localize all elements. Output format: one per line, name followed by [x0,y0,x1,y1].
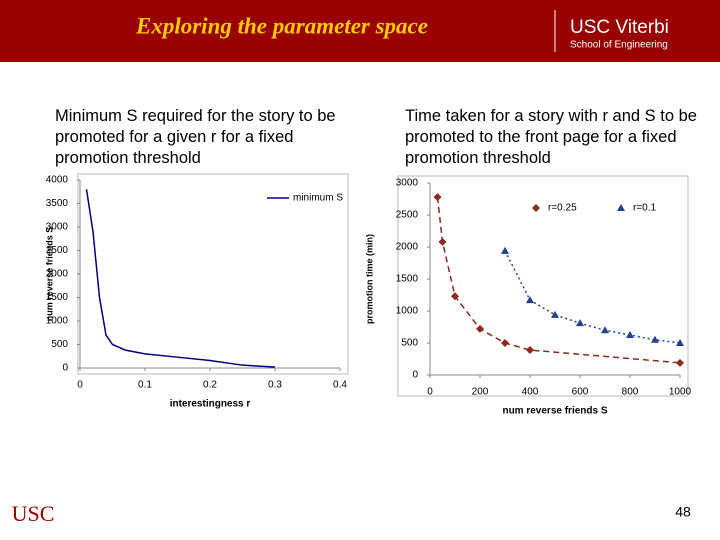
y-tick-label: 4000 [46,175,69,186]
header-bar [0,0,720,62]
data-point [676,339,684,346]
y-tick-label: 1000 [396,306,419,317]
data-point [501,339,509,347]
y-tick-label: 500 [51,339,68,350]
data-point [676,358,684,367]
y-tick-label: 0 [62,363,68,374]
data-point [438,237,447,246]
data-point [576,319,584,327]
y-tick-label: 0 [412,370,418,381]
y-tick-label: 1000 [46,316,69,327]
x-tick-label: 0.3 [268,380,282,391]
slide-title: Exploring the parameter space [135,13,428,38]
series-line [85,189,276,368]
data-point [501,246,509,254]
data-point [526,346,534,355]
legend-label: r=0.25 [548,203,577,214]
data-point [651,335,659,343]
x-tick-label: 0 [427,387,433,398]
chart-caption: Time taken for a story with r and S to b… [405,107,697,167]
legend-label: minimum S [293,193,343,204]
x-tick-label: 0.1 [138,380,152,391]
page-number: 48 [675,504,691,520]
data-point [551,310,559,318]
y-tick-label: 500 [401,338,418,349]
series-line [504,250,681,344]
data-point [626,331,634,338]
y-tick-label: 3000 [46,222,69,233]
x-axis-label: num reverse friends S [502,406,607,417]
x-tick-label: 200 [472,387,489,398]
y-tick-label: 2000 [396,242,419,253]
y-tick-label: 2500 [396,210,419,221]
y-axis-label: promotion time (min) [364,234,374,324]
y-tick-label: 1500 [396,274,419,285]
legend-marker [617,204,625,211]
data-point [451,292,459,301]
data-point [601,326,609,334]
legend-marker [532,204,540,212]
y-tick-label: 3500 [46,198,69,209]
x-tick-label: 0 [77,380,83,391]
logo-main: USC Viterbi [570,17,669,38]
x-tick-label: 800 [622,387,639,398]
data-point [476,324,484,333]
x-tick-label: 0.2 [203,380,217,391]
footer-logo: USC [12,501,55,526]
x-axis-label: interestingness r [170,399,251,410]
data-point [526,296,534,304]
x-tick-label: 1000 [669,387,692,398]
plot-frame [77,173,349,375]
y-tick-label: 2500 [46,245,69,256]
logo-sub: School of Engineering [570,40,668,51]
x-tick-label: 600 [572,387,589,398]
y-tick-label: 3000 [396,178,419,189]
data-point [433,193,442,202]
chart-caption: Minimum S required for the story to be p… [55,107,336,167]
y-tick-label: 2000 [46,269,69,280]
y-axis-label: num reverse friends S [44,227,54,322]
plot-frame [397,175,689,397]
x-tick-label: 400 [522,387,539,398]
x-tick-label: 0.4 [333,380,347,391]
y-tick-label: 1500 [46,292,69,303]
legend-label: r=0.1 [633,203,657,214]
